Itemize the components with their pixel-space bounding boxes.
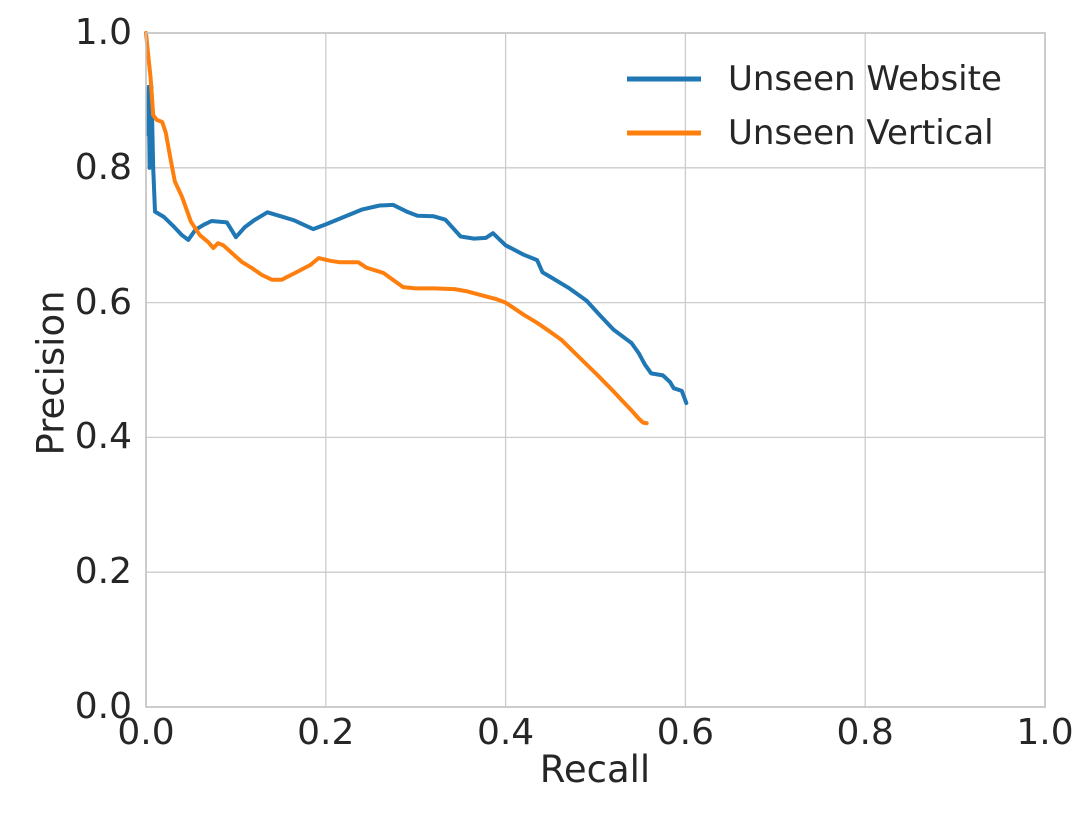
x-tick-0.6: 0.6 [656, 712, 715, 753]
legend-label-unseen-vertical: Unseen Vertical [728, 113, 994, 153]
legend: Unseen Website Unseen Vertical [627, 52, 1027, 160]
y-tick-0.6: 0.6 [74, 281, 132, 323]
x-tick-0.4: 0.4 [476, 712, 535, 753]
x-tick-1.0: 1.0 [1016, 712, 1074, 753]
legend-label-unseen-website: Unseen Website [728, 59, 1002, 99]
x-tick-0.2: 0.2 [297, 712, 355, 753]
plot-border [145, 32, 1046, 708]
legend-line-icon [627, 130, 701, 136]
y-tick-0.0: 0.0 [74, 686, 132, 727]
legend-item-unseen-website: Unseen Website [627, 52, 1027, 106]
x-tick-0.0: 0.0 [117, 712, 175, 753]
y-axis-label: Precision [29, 290, 73, 456]
curve-unseen-website [145, 84, 689, 405]
legend-item-unseen-vertical: Unseen Vertical [627, 106, 1027, 160]
data-series-lines [144, 31, 689, 426]
y-tick-1.0: 1.0 [74, 12, 132, 53]
y-tick-0.4: 0.4 [74, 416, 132, 458]
y-tick-0.8: 0.8 [74, 146, 132, 188]
legend-line-icon [627, 76, 701, 82]
x-tick-0.8: 0.8 [836, 712, 894, 753]
curve-unseen-vertical [144, 31, 649, 426]
x-axis-label: Recall [539, 748, 651, 791]
y-tick-0.2: 0.2 [74, 551, 132, 593]
